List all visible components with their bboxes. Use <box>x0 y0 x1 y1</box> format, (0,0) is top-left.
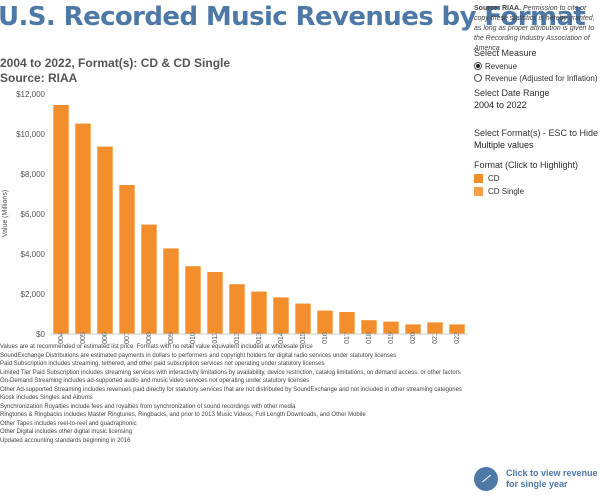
bar <box>405 324 421 334</box>
bar-chart: $0 $2,000 $4,000 $6,000 $8,000 $10,000 $12,000… <box>16 90 468 344</box>
y-tick-label: $4,000 <box>21 250 46 259</box>
bar <box>53 105 69 334</box>
x-tick-label: 2006 <box>102 332 109 344</box>
date-range-title: Select Date Range <box>474 88 550 98</box>
footnote: Ringtones & Ringbacks includes Master Ri… <box>0 412 366 418</box>
measure-option-label: Revenue <box>485 61 518 71</box>
bar <box>273 297 289 334</box>
bar <box>97 146 113 334</box>
footnote: Kiosk includes Singles and Albums <box>0 395 93 401</box>
y-tick-label: $6,000 <box>21 210 46 219</box>
footnote: Synchronization Royalties include fees a… <box>0 403 296 410</box>
x-tick-label: 2009 <box>168 332 175 344</box>
format-selector[interactable]: Select Format(s) - ESC to Hide Multiple … <box>474 128 598 150</box>
bar <box>207 272 223 334</box>
subtitle-range: 2004 to 2022, Format(s): CD & CD Single <box>0 56 231 70</box>
y-tick-label: $8,000 <box>21 170 46 179</box>
measure-title: Select Measure <box>474 48 537 58</box>
format-legend: Format (Click to Highlight) CD CD Single <box>474 160 578 198</box>
x-tick-label: 2019 <box>388 332 395 344</box>
footnote: Other Ad-supported Streaming includes re… <box>0 386 462 393</box>
bar <box>185 266 201 334</box>
legend-swatch <box>474 174 483 183</box>
footnote: Limited Tier Paid Subscription includes … <box>0 369 461 376</box>
legend-label: CD Single <box>488 187 525 196</box>
radio-unselected-icon[interactable] <box>474 74 482 82</box>
bar <box>427 322 443 334</box>
footnote: Values are at recommended or estimated l… <box>0 344 313 350</box>
y-tick-label: $12,000 <box>16 90 45 99</box>
measure-option-revenue[interactable]: Revenue <box>474 60 598 72</box>
x-tick-label: 2004 <box>58 332 65 344</box>
footnote: Other Digital includes other digital mus… <box>0 429 133 435</box>
chart-icon <box>474 467 498 491</box>
footnote: Paid Subscription includes streaming, te… <box>0 361 325 367</box>
page-title: U.S. Recorded Music Revenues by Format <box>0 2 586 32</box>
x-tick-label: 2007 <box>124 332 131 344</box>
single-year-label: Click to view revenue for single year <box>506 468 598 489</box>
footnote: Other Tapes includes reel-to-reel and qu… <box>0 420 137 427</box>
source-note-text: Permission to cite or copy these statist… <box>474 5 595 52</box>
bar <box>229 284 245 334</box>
x-tick-label: 2018 <box>366 332 373 344</box>
source-note: Source: RIAA. Permission to cite or copy… <box>474 4 598 54</box>
legend-swatch <box>474 187 483 196</box>
bar <box>339 312 355 334</box>
x-tick-label: 2005 <box>80 332 87 344</box>
footnotes: Values are at recommended or estimated l… <box>0 343 470 445</box>
x-tick-label: 2012 <box>234 332 241 344</box>
bar <box>141 224 157 334</box>
bar <box>317 310 333 334</box>
legend-item-cd-single[interactable]: CD Single <box>474 185 578 198</box>
legend-item-cd[interactable]: CD <box>474 172 578 185</box>
footnote: SoundExchange Distributions are estimate… <box>0 352 397 359</box>
source-note-bold: Source: RIAA. <box>474 5 522 12</box>
y-tick-label: $0 <box>36 330 45 339</box>
x-tick-label: 2016 <box>322 332 329 344</box>
bar <box>251 291 267 334</box>
date-range-value[interactable]: 2004 to 2022 <box>474 100 527 110</box>
single-year-button[interactable]: Click to view revenue for single year <box>474 464 600 494</box>
x-tick-label: 2010 <box>190 332 197 344</box>
y-tick-label: $10,000 <box>16 130 45 139</box>
footnote: Updated accounting standards beginning i… <box>0 437 131 444</box>
date-range-selector[interactable]: Select Date Range 2004 to 2022 <box>474 88 550 110</box>
y-tick-label: $2,000 <box>21 290 46 299</box>
x-tick-label: 2013 <box>256 332 263 344</box>
x-tick-label: 2020 <box>410 332 417 344</box>
bar <box>163 248 179 334</box>
measure-selector: Select Measure Revenue Revenue (Adjusted… <box>474 48 598 84</box>
radio-selected-icon[interactable] <box>474 62 482 70</box>
x-tick-label: 2021 <box>432 332 439 344</box>
bar <box>295 303 311 334</box>
x-tick-label: 2017 <box>344 332 351 344</box>
bar <box>449 324 465 334</box>
format-selector-value[interactable]: Multiple values <box>474 140 534 150</box>
x-tick-label: 2011 <box>212 332 219 344</box>
x-tick-label: 2015 <box>300 332 307 344</box>
bar <box>119 185 135 334</box>
chart-subtitle: 2004 to 2022, Format(s): CD & CD Single … <box>0 56 230 86</box>
measure-option-label: Revenue (Adjusted for Inflation) <box>485 73 598 83</box>
subtitle-source: Source: RIAA <box>0 71 78 85</box>
footnote: On-Demand Streaming includes ad-supporte… <box>0 378 310 384</box>
format-selector-title: Select Format(s) - ESC to Hide <box>474 128 599 138</box>
measure-option-adjusted[interactable]: Revenue (Adjusted for Inflation) <box>474 72 598 84</box>
bar <box>75 123 91 334</box>
x-tick-label: 2008 <box>146 332 153 344</box>
legend-title: Format (Click to Highlight) <box>474 160 579 170</box>
x-tick-label: 2022 <box>454 332 461 344</box>
x-tick-label: 2014 <box>278 332 285 344</box>
legend-label: CD <box>488 174 500 183</box>
bar <box>383 321 399 334</box>
bar <box>361 320 377 334</box>
